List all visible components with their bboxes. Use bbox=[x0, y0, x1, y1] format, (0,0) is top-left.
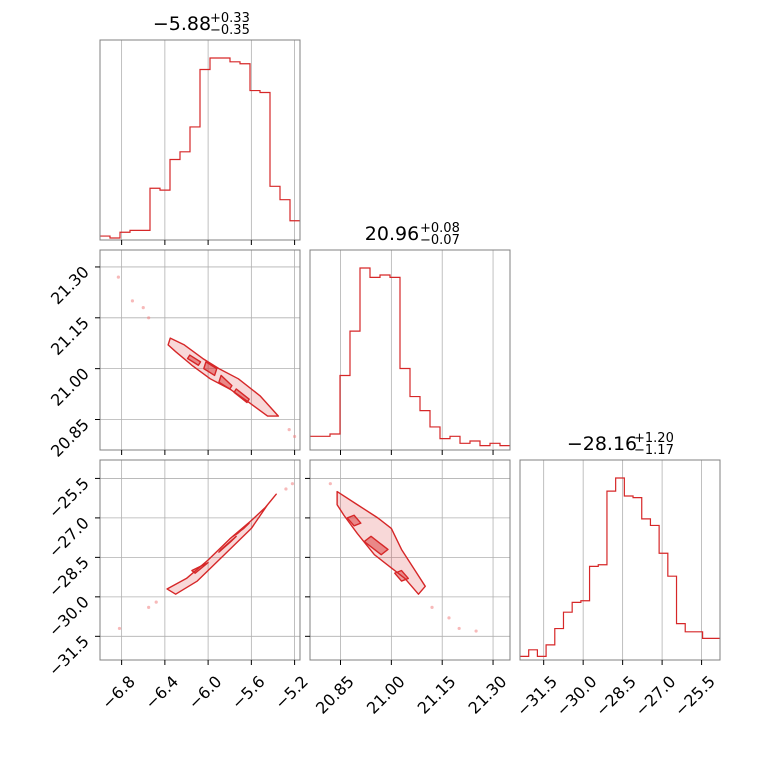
sample-point bbox=[292, 434, 297, 439]
y-tick-label: −25.5 bbox=[45, 474, 93, 522]
title-lower-error: −0.07 bbox=[420, 233, 460, 248]
histogram-panel-2: −31.5−30.0−28.5−27.0−25.5 −28.16+1.20−1.1… bbox=[513, 431, 721, 720]
panel-frame bbox=[519, 459, 721, 661]
density-contour-inner bbox=[363, 535, 389, 556]
sample-point bbox=[447, 616, 451, 620]
x-tick-label: −27.0 bbox=[631, 672, 679, 720]
panel-title: 20.96 +0.08−0.07 bbox=[365, 221, 460, 248]
panel-frame bbox=[99, 249, 301, 451]
histogram-line bbox=[310, 267, 510, 447]
title-upper-error: +0.33 bbox=[210, 11, 250, 26]
sample-point bbox=[328, 482, 332, 486]
x-tick-label: −25.5 bbox=[671, 672, 719, 720]
panel-frame bbox=[99, 459, 301, 661]
histogram-panel-0: −5.88+0.33−0.35 bbox=[99, 11, 301, 245]
y-tick-label: 21.15 bbox=[47, 313, 93, 359]
x-tick-label: −6.0 bbox=[185, 672, 226, 713]
title-lower-error: −1.17 bbox=[634, 443, 674, 458]
x-tick-label: 20.85 bbox=[312, 672, 358, 718]
sample-point bbox=[474, 629, 478, 633]
y-tick-label: −27.0 bbox=[45, 513, 93, 561]
density-contour-inner bbox=[232, 522, 250, 538]
density-contour-inner bbox=[346, 514, 362, 527]
panel-frame bbox=[309, 249, 511, 451]
pair-panel-0-2: −6.8 −6.4 −6.0 −5.6 −5.2 −31.5−30.0−28.5−27.0… bbox=[45, 459, 312, 713]
density-contour-inner bbox=[203, 361, 218, 377]
panel-title: −5.88+0.33−0.35 bbox=[153, 11, 250, 38]
sample-point bbox=[141, 306, 145, 310]
x-tick-label: −6.4 bbox=[141, 672, 182, 713]
panel-frame bbox=[99, 39, 301, 241]
x-tick-label: −6.8 bbox=[98, 672, 139, 713]
sample-point bbox=[290, 482, 295, 486]
title-median: −5.88 bbox=[153, 13, 211, 35]
histogram-line bbox=[520, 477, 720, 657]
sample-point bbox=[117, 626, 122, 631]
x-tick-label: −28.5 bbox=[592, 672, 640, 720]
density-contour-outer bbox=[336, 490, 426, 595]
density-contour-inner bbox=[191, 561, 209, 574]
pair-panel-1-2: 20.85 21.00 21.15 21.30 bbox=[305, 459, 511, 718]
histogram-line bbox=[100, 57, 300, 239]
y-tick-label: 21.00 bbox=[47, 364, 93, 410]
x-tick-label: 21.00 bbox=[363, 672, 409, 718]
x-tick-label: 21.30 bbox=[465, 672, 511, 718]
histogram-panel-1: 20.96 +0.08−0.07 bbox=[309, 221, 511, 455]
sample-point bbox=[147, 316, 151, 320]
y-tick-label: 20.85 bbox=[47, 415, 93, 461]
sample-point bbox=[116, 275, 120, 279]
sample-point bbox=[154, 600, 158, 604]
x-tick-label: −31.5 bbox=[513, 672, 561, 720]
x-tick-label: −5.6 bbox=[228, 672, 269, 713]
density-contour-outer bbox=[166, 493, 277, 595]
y-tick-label: −30.0 bbox=[45, 592, 93, 640]
pair-panel-0-1: 20.85 21.00 21.15 21.30 bbox=[47, 249, 301, 461]
sample-point bbox=[284, 487, 288, 491]
sample-point bbox=[287, 428, 291, 432]
density-contour-inner bbox=[394, 569, 410, 582]
sample-point bbox=[457, 626, 461, 631]
x-tick-label: −5.2 bbox=[271, 672, 312, 713]
y-tick-label: −28.5 bbox=[45, 553, 93, 601]
sample-point bbox=[430, 605, 434, 609]
title-lower-error: −0.35 bbox=[210, 23, 250, 38]
title-median: 20.96 bbox=[365, 223, 419, 245]
sample-point bbox=[147, 605, 151, 609]
panel-frame bbox=[309, 459, 511, 661]
density-contour-inner bbox=[218, 374, 233, 390]
density-contour-inner bbox=[233, 388, 250, 404]
title-upper-error: +0.08 bbox=[420, 221, 460, 236]
y-tick-label: 21.30 bbox=[47, 262, 93, 308]
sample-point bbox=[130, 299, 135, 303]
title-median: −28.16 bbox=[567, 433, 637, 455]
panel-title: −28.16+1.20−1.17 bbox=[567, 431, 674, 458]
x-tick-label: −30.0 bbox=[552, 672, 600, 720]
x-tick-label: 21.15 bbox=[414, 672, 460, 718]
density-contour-inner bbox=[218, 535, 237, 553]
title-upper-error: +1.20 bbox=[634, 431, 674, 446]
density-contour-inner bbox=[186, 354, 202, 366]
y-tick-label: −31.5 bbox=[45, 632, 93, 680]
